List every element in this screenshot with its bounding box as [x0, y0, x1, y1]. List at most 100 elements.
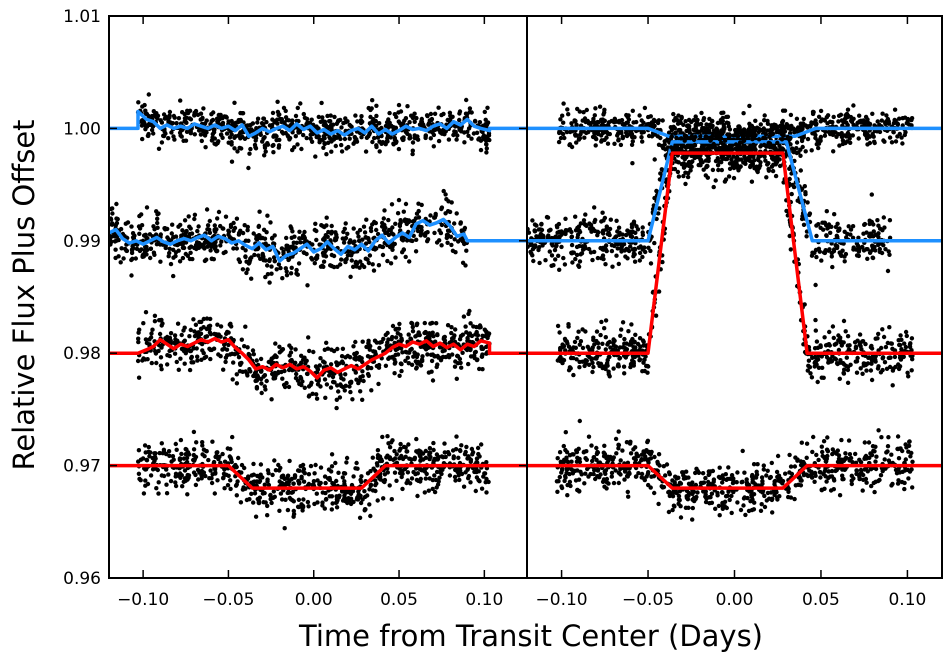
data-point: [875, 218, 880, 223]
data-point: [216, 112, 221, 118]
data-point: [409, 320, 414, 326]
data-point: [156, 211, 161, 216]
data-point: [442, 132, 447, 137]
data-point: [689, 164, 694, 169]
data-point: [221, 367, 226, 372]
data-point: [211, 110, 216, 115]
data-point: [383, 225, 388, 231]
data-point: [203, 473, 208, 479]
data-point: [824, 115, 829, 120]
data-point: [182, 240, 188, 245]
data-point: [354, 137, 359, 142]
data-point: [833, 224, 839, 230]
data-point: [382, 472, 388, 477]
data-point: [169, 130, 174, 135]
data-point: [245, 476, 250, 481]
data-point: [672, 126, 677, 131]
data-point: [256, 499, 262, 504]
data-point: [173, 480, 178, 485]
data-point: [156, 146, 162, 151]
data-point: [810, 121, 815, 126]
data-point: [207, 230, 213, 235]
data-point: [382, 208, 387, 213]
data-point: [788, 247, 793, 252]
data-point: [901, 354, 906, 359]
data-point: [473, 119, 478, 124]
plot-area: [527, 101, 942, 522]
data-point: [154, 486, 159, 491]
data-point: [383, 230, 389, 235]
data-point: [201, 447, 207, 452]
data-point: [351, 141, 356, 146]
data-point: [402, 118, 407, 123]
data-point: [835, 244, 840, 249]
data-point: [158, 355, 164, 360]
data-point: [114, 216, 119, 221]
data-point: [386, 356, 391, 361]
data-point: [362, 264, 367, 270]
data-point: [684, 162, 690, 167]
data-point: [245, 228, 250, 233]
data-point: [791, 184, 797, 190]
data-point: [229, 159, 235, 164]
data-point: [485, 105, 490, 111]
data-point: [431, 128, 436, 133]
data-point: [249, 127, 254, 132]
data-point: [151, 109, 156, 114]
data-point: [240, 111, 245, 116]
data-point: [836, 113, 842, 119]
data-point: [221, 476, 226, 481]
data-point: [445, 240, 450, 245]
data-point: [254, 384, 260, 390]
data-point: [683, 119, 688, 124]
data-point: [616, 261, 621, 267]
data-point: [144, 205, 150, 210]
data-point: [335, 346, 340, 352]
data-point: [354, 460, 359, 466]
data-point: [773, 173, 779, 179]
data-point: [477, 120, 483, 125]
data-point: [192, 216, 197, 222]
data-point: [336, 118, 341, 123]
data-point: [857, 113, 862, 118]
data-point: [473, 332, 478, 337]
data-point: [347, 136, 352, 141]
data-point: [354, 350, 359, 356]
data-point: [283, 115, 289, 120]
data-point: [174, 121, 179, 126]
data-point: [199, 473, 204, 478]
data-point: [317, 137, 322, 142]
data-point: [266, 359, 271, 365]
data-point: [817, 249, 822, 254]
data-point: [406, 442, 411, 447]
data-point: [322, 506, 327, 511]
data-point: [579, 129, 584, 134]
data-point: [563, 348, 568, 353]
data-point: [251, 500, 256, 505]
data-point: [880, 367, 885, 373]
data-point: [177, 241, 182, 247]
data-point: [480, 367, 485, 372]
data-point: [594, 329, 600, 334]
data-point: [578, 221, 584, 226]
data-point: [269, 271, 274, 276]
data-point: [753, 118, 758, 124]
data-point: [536, 227, 542, 232]
data-point: [698, 121, 704, 127]
data-point: [340, 498, 346, 503]
data-point: [347, 355, 353, 360]
data-point: [235, 149, 240, 154]
data-point: [442, 450, 447, 455]
data-point: [146, 444, 151, 450]
data-point: [897, 342, 902, 348]
data-point: [269, 236, 275, 241]
data-point: [479, 442, 484, 447]
data-point: [129, 250, 135, 256]
data-point: [329, 125, 334, 131]
data-point: [775, 140, 780, 146]
data-point: [284, 380, 289, 386]
data-point: [598, 332, 603, 338]
data-point: [370, 98, 375, 103]
data-point: [747, 103, 752, 109]
data-point: [282, 384, 288, 390]
